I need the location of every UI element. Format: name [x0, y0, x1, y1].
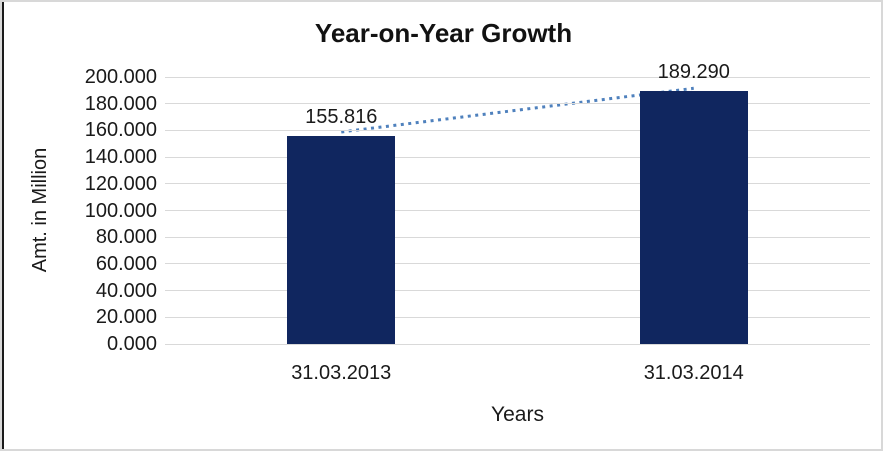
- gridline: [165, 103, 870, 105]
- left-border-line: [2, 2, 4, 449]
- y-tick-label: 140.000: [84, 146, 157, 169]
- bar-value-label: 155.816: [305, 106, 378, 128]
- chart-title: Year-on-Year Growth: [314, 18, 573, 48]
- y-tick-label: 40.000: [95, 279, 157, 302]
- x-axis-title: Years: [491, 403, 544, 426]
- bar: [287, 136, 396, 344]
- y-tick-label: 80.000: [95, 226, 157, 249]
- gridline: [165, 316, 870, 318]
- gridline: [165, 236, 870, 238]
- x-tick-label: 31.03.2014: [643, 362, 744, 384]
- gridline: [165, 183, 870, 185]
- bar: [639, 91, 748, 344]
- gridline: [165, 76, 870, 78]
- plot-area: 155.816 189.290: [165, 61, 870, 345]
- y-tick-label: 160.000: [84, 119, 157, 142]
- y-tick-label: 0.000: [106, 333, 157, 355]
- gridline: [165, 290, 870, 292]
- gridline: [165, 129, 870, 131]
- gridline: [165, 156, 870, 158]
- y-tick-label: 60.000: [95, 252, 157, 275]
- y-tick-label: 20.000: [95, 306, 157, 329]
- gridline: [165, 210, 870, 211]
- gridline: [165, 263, 870, 265]
- y-tick-label: 200.000: [84, 66, 157, 88]
- x-tick-label: 31.03.2013: [291, 362, 392, 384]
- y-tick-label: 180.000: [84, 92, 157, 115]
- gridline: [165, 343, 870, 345]
- y-tick-label: 100.000: [84, 199, 157, 222]
- y-tick-label: 120.000: [84, 172, 157, 195]
- bar-value-label: 189.290: [657, 61, 730, 84]
